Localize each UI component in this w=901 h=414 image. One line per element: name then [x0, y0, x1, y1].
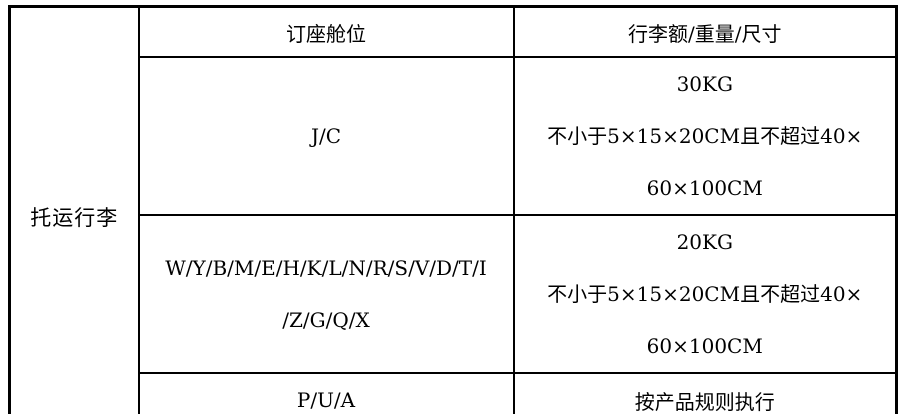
allowance-size-rule-cont: 60×100CM: [646, 176, 763, 200]
cell-allowance-pua: 按产品规则执行: [512, 372, 898, 414]
row-header-checked-baggage: 托运行李: [8, 5, 140, 414]
allowance-size-rule-cont: 60×100CM: [646, 334, 763, 358]
allowance-weight: 30KG: [676, 72, 733, 96]
header-cabin-class: 订座舱位: [137, 5, 515, 58]
table-row-jc: J/C 30KG 不小于5×15×20CM且不超过40× 60×100CM: [10, 56, 898, 216]
cabin-codes-line2: /Z/G/Q/X: [282, 308, 370, 332]
allowance-size-rule: 不小于5×15×20CM且不超过40×: [547, 124, 863, 148]
header-baggage-allowance: 行李额/重量/尺寸: [512, 5, 898, 58]
cell-allowance-jc: 30KG 不小于5×15×20CM且不超过40× 60×100CM: [512, 56, 898, 216]
cell-cabin-jc: J/C: [137, 56, 515, 216]
cell-allowance-economy: 20KG 不小于5×15×20CM且不超过40× 60×100CM: [512, 214, 898, 374]
allowance-weight: 20KG: [676, 230, 733, 254]
cabin-codes-line1: W/Y/B/M/E/H/K/L/N/R/S/V/D/T/I: [165, 256, 487, 280]
allowance-size-rule: 不小于5×15×20CM且不超过40×: [547, 282, 863, 306]
table-header-row: 托运行李 订座舱位 行李额/重量/尺寸: [8, 5, 898, 414]
baggage-rules-table: 托运行李 订座舱位 行李额/重量/尺寸 J/C 30KG 不小于5×15×20C…: [8, 5, 898, 414]
table-row-economy: W/Y/B/M/E/H/K/L/N/R/S/V/D/T/I /Z/G/Q/X 2…: [10, 214, 898, 374]
cell-cabin-pua: P/U/A: [137, 372, 515, 414]
cell-cabin-economy: W/Y/B/M/E/H/K/L/N/R/S/V/D/T/I /Z/G/Q/X: [137, 214, 515, 374]
table-row-pua: P/U/A 按产品规则执行: [10, 372, 898, 414]
